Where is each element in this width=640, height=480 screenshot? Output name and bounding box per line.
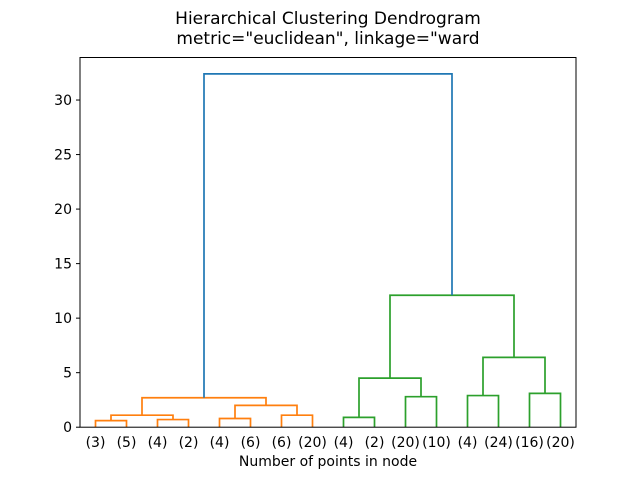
dendrogram-link-M12 xyxy=(482,356,546,396)
chart-subtitle: metric="euclidean", linkage="ward xyxy=(176,29,480,49)
y-tick-label: 30 xyxy=(54,93,72,109)
x-tick-label: (4) xyxy=(210,435,230,451)
x-axis-label: Number of points in node xyxy=(238,454,418,470)
dendrogram-link-M6 xyxy=(141,396,267,416)
x-tick-label: (20) xyxy=(546,435,575,451)
dendrogram-link-M7 xyxy=(342,416,376,428)
x-tick-label: (10) xyxy=(422,435,451,451)
chart-title-block: Hierarchical Clustering Dendrogram metri… xyxy=(80,9,576,49)
x-tick-label: (20) xyxy=(298,435,327,451)
dendrogram-link-M14 xyxy=(203,73,453,398)
y-tick-label: 15 xyxy=(54,257,72,273)
y-tick-label: 0 xyxy=(63,420,72,436)
y-tick-label: 20 xyxy=(54,202,72,218)
x-tick-label: (20) xyxy=(391,435,420,451)
x-tick-label: (6) xyxy=(241,435,261,451)
x-tick-label: (2) xyxy=(365,435,385,451)
x-tick-label: (2) xyxy=(179,435,199,451)
x-tick-label: (3) xyxy=(86,435,106,451)
y-tick-label: 10 xyxy=(54,311,72,327)
x-tick-label: (5) xyxy=(117,435,137,451)
x-tick-label: (4) xyxy=(458,435,478,451)
dendrogram-link-M8 xyxy=(404,395,438,428)
x-tick-label: (4) xyxy=(334,435,354,451)
y-tick-label: 5 xyxy=(63,366,72,382)
dendrogram-link-M11 xyxy=(528,392,562,428)
chart-title: Hierarchical Clustering Dendrogram xyxy=(175,9,481,29)
x-tick-label: (6) xyxy=(272,435,292,451)
x-tick-label: (24) xyxy=(484,435,513,451)
y-tick-label: 25 xyxy=(54,148,72,164)
dendrogram-link-M2 xyxy=(110,414,174,421)
dendrogram-link-M4 xyxy=(280,414,314,428)
dendrogram-link-M10 xyxy=(466,394,500,428)
x-tick-label: (16) xyxy=(515,435,544,451)
x-tick-label: (4) xyxy=(148,435,168,451)
dendrogram-link-M5 xyxy=(234,404,298,419)
dendrogram-link-M0 xyxy=(94,419,128,428)
dendrogram-link-M1 xyxy=(156,418,190,428)
dendrogram-link-M9 xyxy=(358,377,422,418)
axes-box xyxy=(79,57,577,428)
dendrogram-link-M3 xyxy=(218,417,252,428)
dendrogram-link-M13 xyxy=(389,294,515,379)
